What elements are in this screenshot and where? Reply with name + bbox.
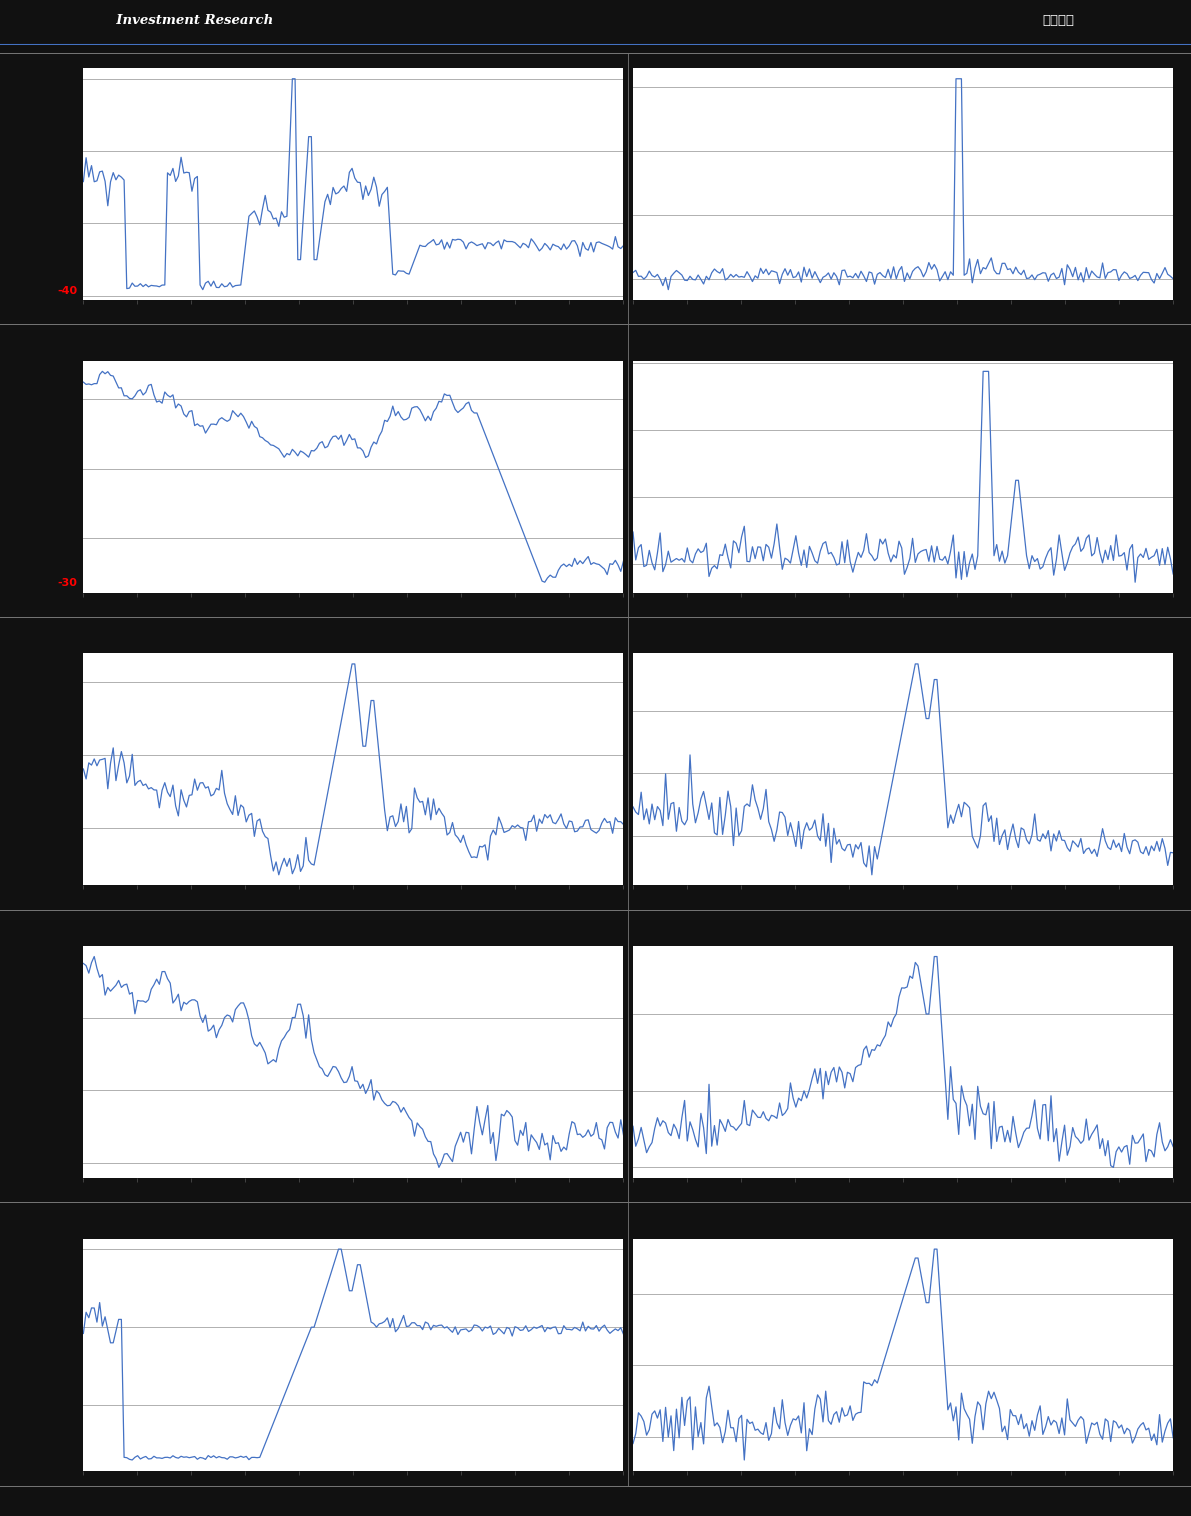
Text: -40: -40 <box>57 285 77 296</box>
Text: -30: -30 <box>57 578 77 588</box>
Text: 估値周报: 估値周报 <box>1042 14 1074 27</box>
Text: Investment Research: Investment Research <box>107 14 274 27</box>
